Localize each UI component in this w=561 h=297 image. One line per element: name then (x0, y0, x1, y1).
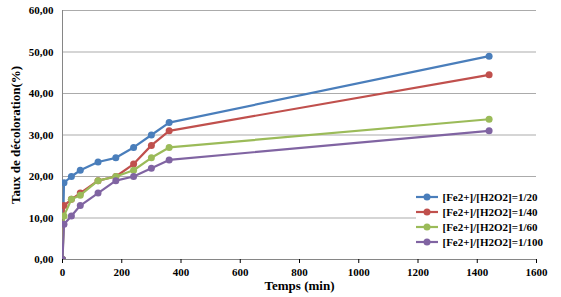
svg-text:0,00: 0,00 (34, 253, 54, 265)
svg-text:30,00: 30,00 (29, 129, 54, 141)
svg-text:0: 0 (60, 266, 66, 278)
svg-text:20,00: 20,00 (29, 170, 54, 182)
svg-text:1600: 1600 (526, 266, 549, 278)
html-text:[Fe2+]/[H2O2]=1/100: [Fe2+]/[H2O2]=1/100 (442, 235, 543, 248)
svg-text:50,00: 50,00 (29, 46, 54, 58)
svg-text:10,00: 10,00 (29, 212, 54, 224)
svg-text:Taux de décoloration(%): Taux de décoloration(%) (8, 66, 23, 204)
svg-text:600: 600 (232, 266, 249, 278)
svg-text:40,00: 40,00 (29, 87, 54, 99)
svg-text:200: 200 (114, 266, 131, 278)
svg-text:Temps (min): Temps (min) (265, 278, 335, 293)
svg-text:800: 800 (291, 266, 308, 278)
svg-text:1000: 1000 (348, 266, 371, 278)
svg-text:60,00: 60,00 (29, 4, 54, 16)
svg-text:1400: 1400 (466, 266, 489, 278)
html-text:[Fe2+]/[H2O2]=1/20: [Fe2+]/[H2O2]=1/20 (442, 190, 538, 203)
svg-text:400: 400 (173, 266, 190, 278)
html-text:[Fe2+]/[H2O2]=1/60: [Fe2+]/[H2O2]=1/60 (442, 220, 538, 233)
html-text:[Fe2+]/[H2O2]=1/40: [Fe2+]/[H2O2]=1/40 (442, 205, 538, 218)
svg-text:1200: 1200 (407, 266, 430, 278)
